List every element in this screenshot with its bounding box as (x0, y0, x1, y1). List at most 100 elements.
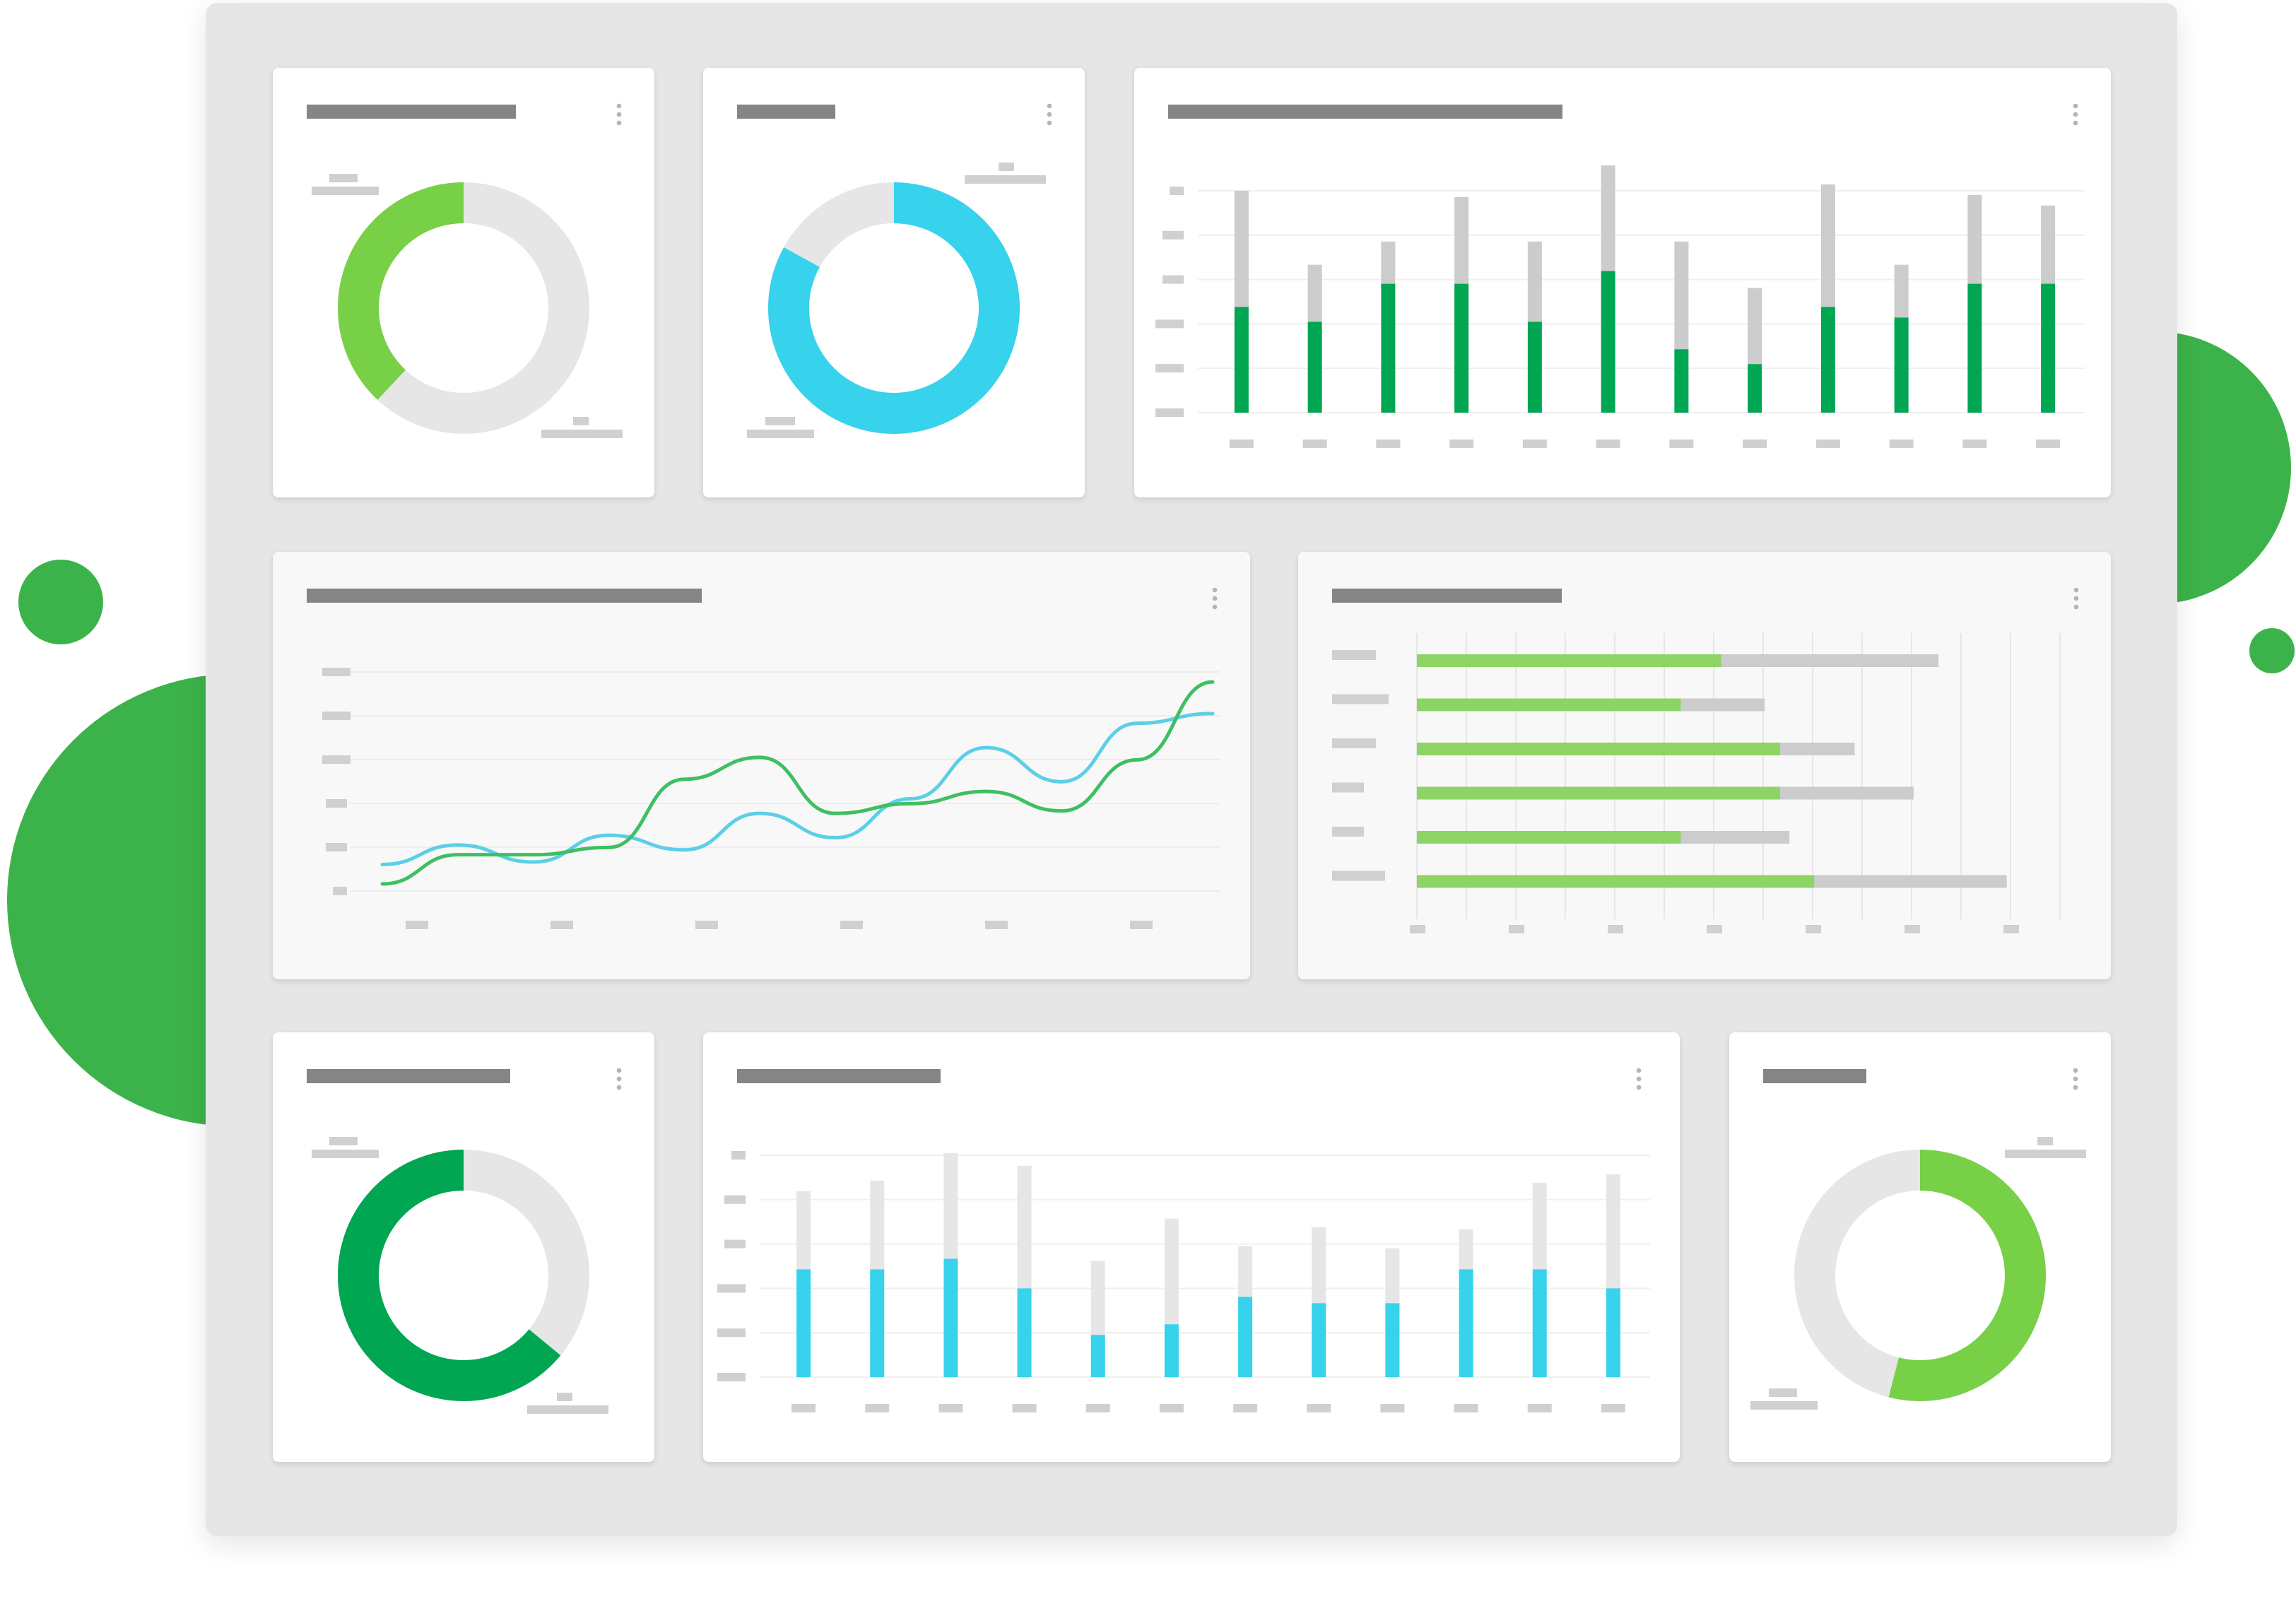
y-tick-label (1332, 694, 1389, 704)
x-tick-label (1454, 1404, 1478, 1412)
bar-value (943, 1258, 958, 1377)
line-series-series-a (380, 712, 1215, 866)
y-tick-label (717, 1284, 746, 1293)
legend-placeholder (2005, 1150, 2086, 1158)
legend-placeholder (999, 163, 1014, 171)
x-tick-label (406, 921, 428, 929)
x-tick-label (840, 921, 863, 929)
y-tick-label (322, 712, 351, 720)
y-tick-label (724, 1195, 746, 1204)
y-tick-label (1170, 187, 1184, 195)
bar-value (1312, 1303, 1326, 1377)
card-title (307, 589, 702, 603)
bar-remainder (1017, 1165, 1032, 1289)
x-tick-label (985, 921, 1008, 929)
bar-remainder (1527, 241, 1542, 322)
decorative-dot-left (18, 560, 103, 644)
bar-remainder (1894, 264, 1909, 318)
bar-remainder (1532, 1182, 1547, 1270)
more-vertical-icon[interactable] (610, 102, 628, 127)
card-title (737, 105, 835, 119)
x-tick-label (2036, 439, 2061, 448)
legend-placeholder (765, 417, 795, 425)
x-tick-label (1376, 439, 1401, 448)
bar-chart (1155, 165, 2085, 448)
y-tick-label (1162, 230, 1184, 240)
bar-value (870, 1269, 885, 1377)
bar-remainder (1234, 191, 1249, 307)
x-tick-label (1229, 439, 1254, 448)
bar-remainder (1385, 1248, 1400, 1304)
bar-value (1532, 1269, 1547, 1377)
legend-placeholder (541, 430, 623, 438)
more-vertical-icon[interactable] (2066, 102, 2085, 127)
x-tick-label (695, 921, 718, 929)
x-tick-label (1608, 925, 1623, 933)
bar-remainder (1164, 1218, 1179, 1325)
bar-value (1017, 1288, 1032, 1377)
y-tick-label (1155, 319, 1184, 329)
legend-placeholder (1769, 1388, 1797, 1397)
legend-placeholder (573, 417, 589, 425)
more-vertical-icon[interactable] (2066, 1066, 2085, 1092)
x-tick-label (1233, 1404, 1258, 1412)
y-tick-label (326, 799, 347, 808)
bar-remainder (796, 1191, 811, 1270)
y-tick-label (322, 668, 351, 676)
bar-value (1748, 364, 1762, 413)
bar-value (2041, 283, 2056, 413)
bar-remainder (1820, 184, 1835, 307)
bar-remainder (1381, 241, 1396, 284)
bar-value (1307, 321, 1322, 413)
bar-remainder (1674, 241, 1689, 350)
y-tick-label (333, 887, 347, 895)
bar-value (1894, 317, 1909, 413)
bar-value (1385, 1303, 1400, 1377)
card-title (737, 1069, 941, 1083)
y-tick-label (1332, 871, 1385, 881)
bar-value (1820, 307, 1835, 413)
y-tick-label (1162, 275, 1184, 284)
card-title (1332, 589, 1562, 603)
card-title (1763, 1069, 1866, 1083)
donut-card-1 (273, 68, 654, 497)
legend-placeholder (312, 187, 379, 195)
more-vertical-icon[interactable] (1630, 1066, 1648, 1092)
donut-segment (338, 182, 589, 434)
more-vertical-icon[interactable] (1040, 102, 1059, 127)
legend-placeholder (747, 430, 814, 438)
bar-value (1238, 1297, 1253, 1377)
bar-value (1967, 283, 1982, 413)
x-tick-label (1449, 439, 1474, 448)
legend-placeholder (329, 1137, 358, 1145)
bar-value (1674, 349, 1689, 413)
donut-segment (768, 182, 1020, 434)
legend-placeholder (557, 1393, 572, 1401)
bar-remainder (943, 1153, 958, 1259)
donut-card-4 (1729, 1032, 2111, 1462)
x-tick-label (1707, 925, 1722, 933)
y-tick-label (1155, 364, 1184, 373)
hbar-value (1417, 654, 1721, 667)
line-chart-card (273, 552, 1250, 979)
bar-value (1527, 321, 1542, 413)
card-title (307, 105, 516, 119)
x-tick-label (1380, 1404, 1405, 1412)
bar-value (1234, 307, 1249, 413)
more-vertical-icon[interactable] (2067, 586, 2085, 611)
donut-chart (312, 1137, 608, 1414)
more-vertical-icon[interactable] (610, 1066, 628, 1092)
x-tick-label (1130, 921, 1153, 929)
legend-placeholder (1750, 1401, 1818, 1410)
x-tick-label (1012, 1404, 1037, 1412)
line-series-series-b (380, 680, 1215, 886)
x-tick-label (1527, 1404, 1552, 1412)
x-tick-label (1806, 925, 1821, 933)
donut-card-3 (273, 1032, 654, 1462)
more-vertical-icon[interactable] (1206, 586, 1224, 611)
x-tick-label (1085, 1404, 1110, 1412)
hbar-value (1417, 743, 1780, 755)
bar-remainder (2041, 205, 2056, 284)
bar-value (1454, 283, 1469, 413)
donut-segment (338, 1150, 589, 1401)
